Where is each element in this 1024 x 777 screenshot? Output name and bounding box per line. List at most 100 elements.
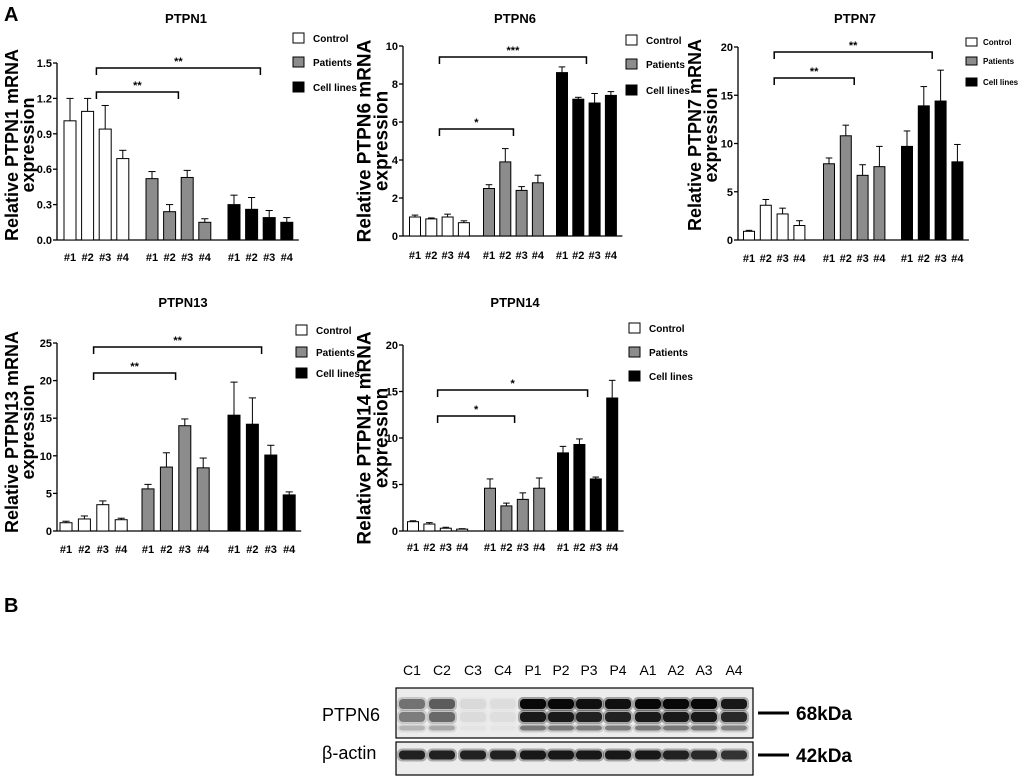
legend-swatch-control xyxy=(295,324,308,336)
significance-label: *** xyxy=(507,45,521,57)
y-tick-label: 2 xyxy=(392,193,398,205)
y-tick-label: 15 xyxy=(40,413,52,425)
x-tick-label: #3 xyxy=(179,544,191,556)
significance-label: ** xyxy=(173,335,182,347)
significance-bracket xyxy=(773,51,933,59)
x-tick-label: #4 xyxy=(458,250,471,262)
bar-control xyxy=(425,218,438,237)
legend-swatch-cell-lines xyxy=(295,367,308,379)
y-tick-label: 15 xyxy=(386,387,398,399)
bar-patients xyxy=(198,221,212,241)
legend-swatch-patients xyxy=(292,56,305,68)
ptpn6-band-halo xyxy=(689,723,719,733)
bar-cell-lines xyxy=(604,94,617,237)
bar-cell-lines xyxy=(573,444,586,532)
bar-patients xyxy=(180,176,194,241)
y-tick-label: 1.2 xyxy=(37,93,52,105)
bar-cell-lines xyxy=(556,72,568,237)
ptpn6-band xyxy=(520,699,546,709)
legend-swatch-control xyxy=(628,322,641,334)
y-tick-label: 5 xyxy=(392,480,398,492)
blot-row-label: PTPN6 xyxy=(322,705,380,725)
x-tick-label: #3 xyxy=(517,542,529,554)
legend-swatch-cell-lines xyxy=(628,370,641,382)
legend-label: Patients xyxy=(646,60,685,71)
bar-cell-lines xyxy=(227,414,241,532)
ptpn6-band-halo xyxy=(397,697,427,711)
bar-control xyxy=(407,521,419,532)
ptpn6-band xyxy=(576,725,602,731)
significance-label: ** xyxy=(849,40,858,52)
legend-label: Cell lines xyxy=(646,86,690,97)
beta-actin-band xyxy=(429,750,455,760)
x-tick-label: #2 xyxy=(423,542,435,554)
x-tick-label: #1 xyxy=(142,544,154,556)
panel-label-b: B xyxy=(4,595,18,617)
x-tick-label: #1 xyxy=(409,250,421,262)
bar-cell-lines xyxy=(245,423,259,532)
ptpn6-band-halo xyxy=(397,723,427,733)
legend-label: Control xyxy=(646,36,682,47)
size-marker-label: 42kDa xyxy=(796,746,852,767)
beta-actin-band xyxy=(635,750,661,760)
significance-bracket xyxy=(773,77,855,85)
bar-cell-lines xyxy=(280,221,294,241)
y-tick-label: 20 xyxy=(40,376,52,388)
ptpn6-band-halo xyxy=(546,723,576,733)
lane-label: A3 xyxy=(695,662,712,678)
beta-actin-band xyxy=(548,750,574,760)
ptpn6-band xyxy=(721,725,747,731)
bar-control xyxy=(457,222,470,237)
x-tick-label: #3 xyxy=(934,253,946,265)
significance-bracket xyxy=(438,128,515,136)
x-tick-label: #1 xyxy=(484,542,496,554)
lane-label: A2 xyxy=(667,662,684,678)
x-tick-label: #4 xyxy=(532,250,545,262)
bar-control xyxy=(759,204,772,241)
bar-patients xyxy=(499,161,512,237)
beta-actin-band xyxy=(663,750,689,760)
legend-swatch-patients xyxy=(625,58,638,70)
significance-label: ** xyxy=(174,56,183,68)
ptpn6-band-halo xyxy=(633,723,663,733)
bar-control xyxy=(98,128,112,241)
y-tick-label: 0.0 xyxy=(37,235,52,247)
chart-title: PTPN7 xyxy=(834,11,876,26)
x-tick-label: #3 xyxy=(99,252,111,264)
lane-label: C2 xyxy=(433,662,451,678)
ptpn6-band xyxy=(548,725,574,731)
beta-actin-band xyxy=(691,750,717,760)
bar-patients xyxy=(484,487,496,532)
significance-bracket xyxy=(436,389,589,397)
legend-label: Patients xyxy=(983,57,1015,66)
size-marker-label: 68kDa xyxy=(796,704,852,725)
ptpn6-band xyxy=(399,699,425,709)
legend-label: Cell lines xyxy=(313,83,357,94)
bar-patients xyxy=(516,498,529,532)
x-tick-label: #2 xyxy=(760,253,772,265)
ptpn6-band-halo xyxy=(427,723,457,733)
bar-cell-lines xyxy=(572,98,585,237)
legend-swatch-control xyxy=(625,34,638,46)
bar-patients xyxy=(178,425,192,532)
x-tick-label: #1 xyxy=(483,250,495,262)
x-tick-label: #1 xyxy=(556,250,568,262)
significance-bracket xyxy=(95,91,180,99)
significance-bracket xyxy=(92,346,263,354)
y-axis-label: expression xyxy=(18,384,38,479)
y-tick-label: 8 xyxy=(392,79,398,91)
legend-label: Cell lines xyxy=(983,78,1019,87)
ptpn6-band xyxy=(399,725,425,731)
ptpn6-band xyxy=(663,699,689,709)
x-tick-label: #2 xyxy=(499,250,511,262)
x-tick-label: #4 xyxy=(606,542,619,554)
lane-label: C4 xyxy=(494,662,512,678)
blot-row-label: β-actin xyxy=(322,743,376,763)
bar-patients xyxy=(159,466,173,532)
bar-control xyxy=(81,110,95,241)
bar-cell-lines xyxy=(557,452,569,532)
lane-label: P3 xyxy=(580,662,597,678)
significance-label: * xyxy=(474,404,479,416)
